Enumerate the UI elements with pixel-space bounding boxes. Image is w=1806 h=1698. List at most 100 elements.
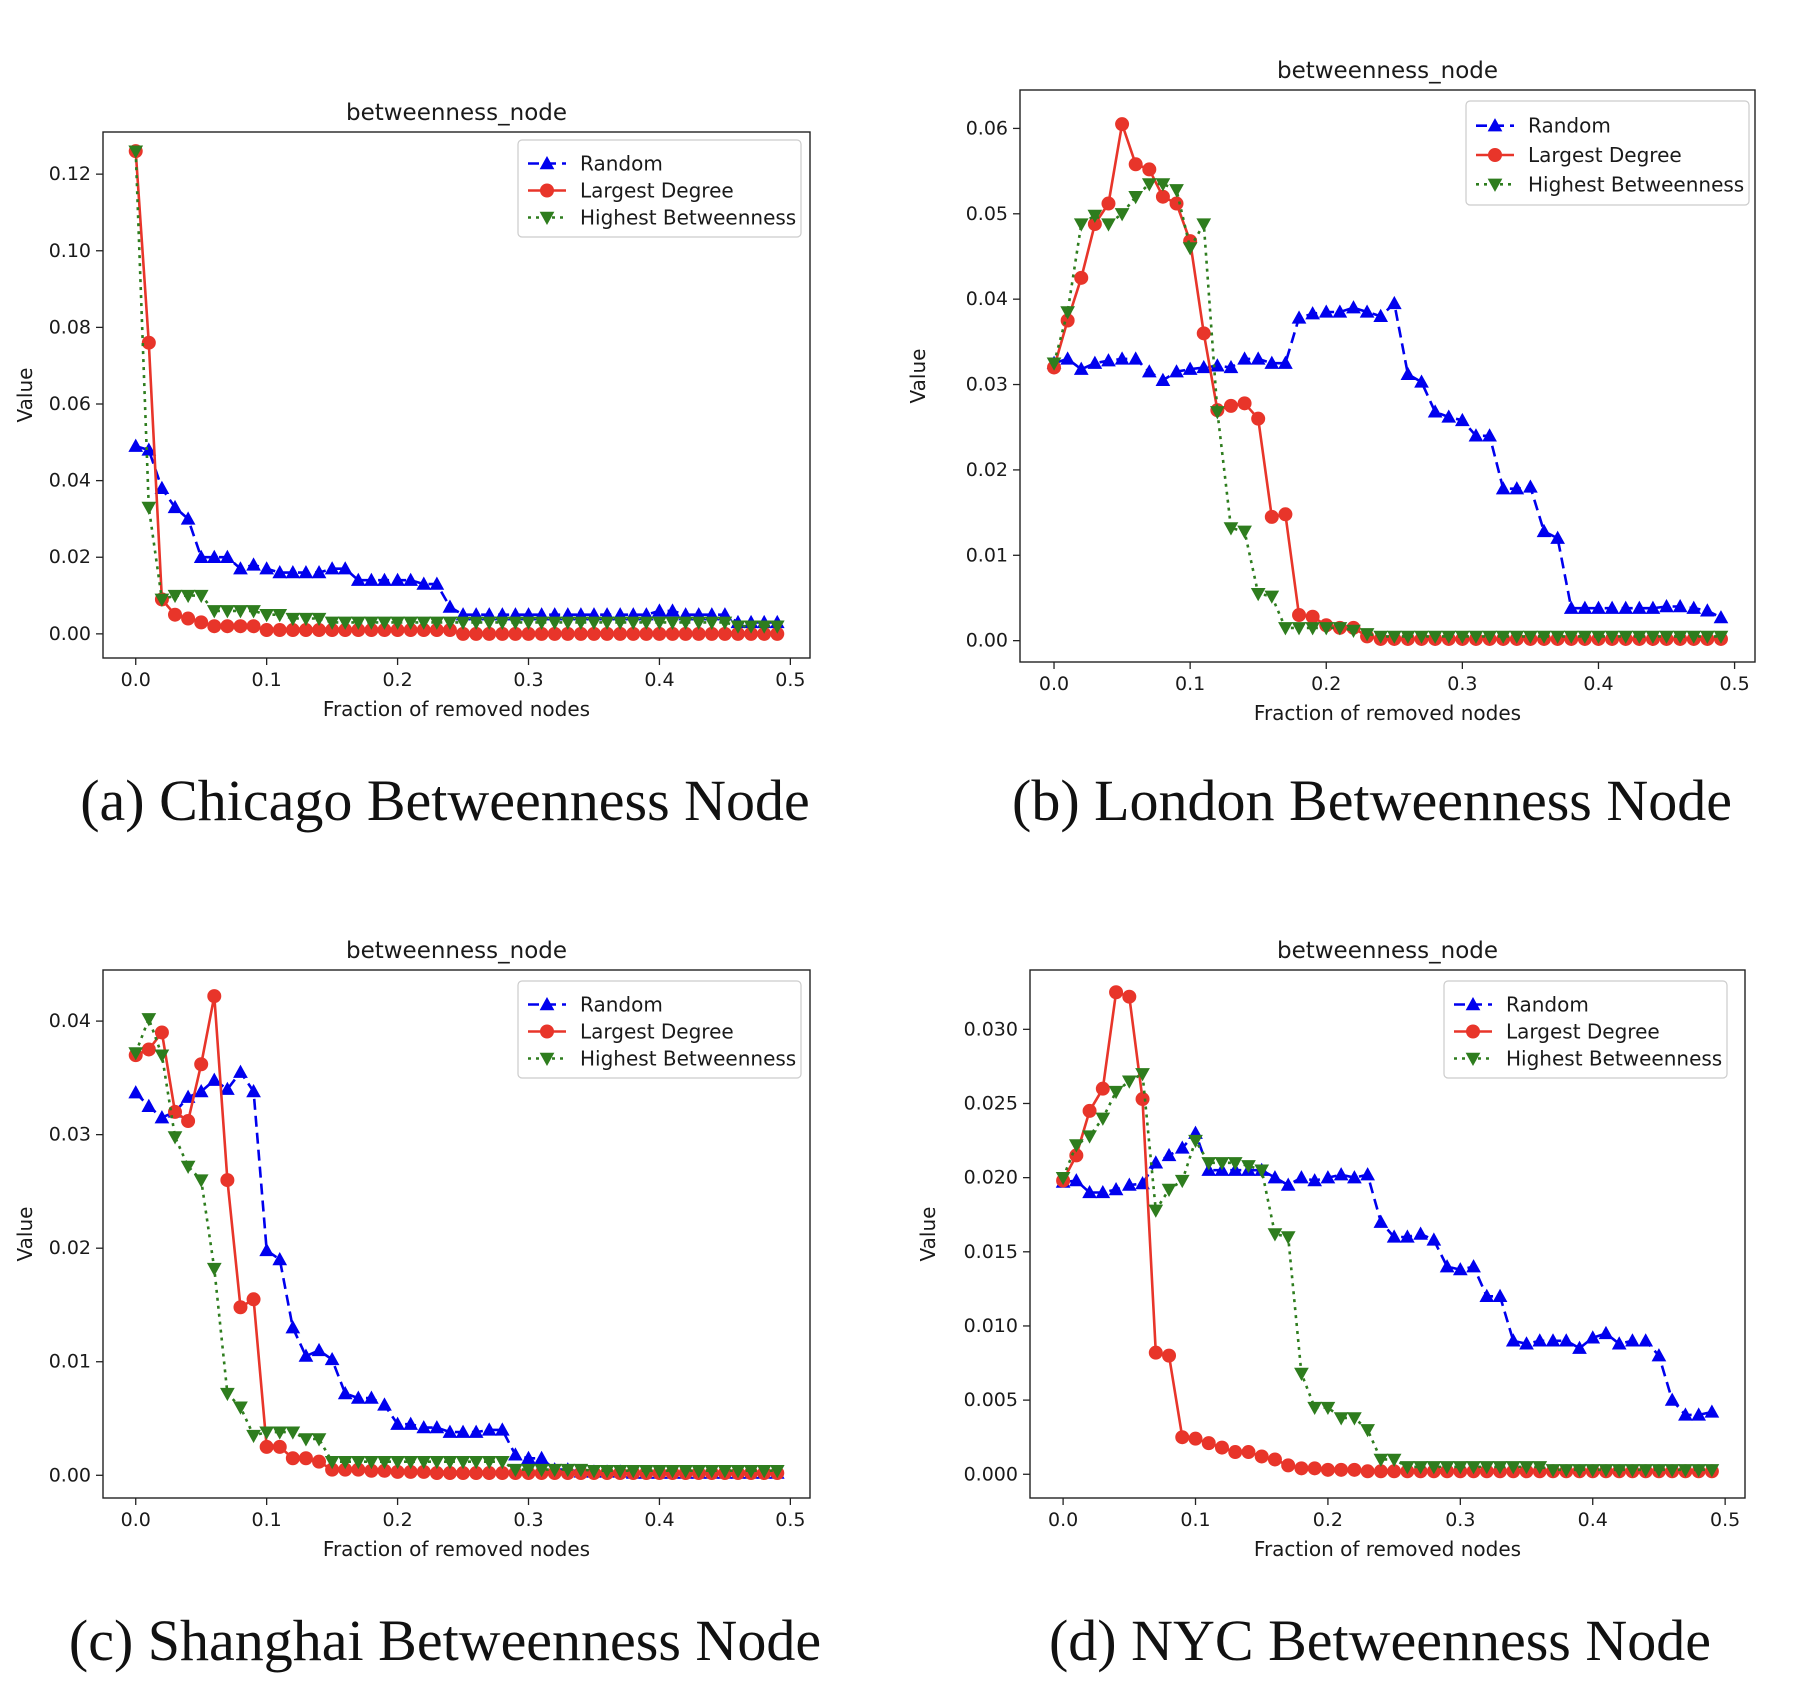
data-point [246,1292,261,1307]
data-point [1651,1348,1667,1362]
data-point [403,616,419,630]
data-point [259,609,275,623]
data-point [1479,1288,1495,1302]
data-point [298,1348,314,1362]
data-point [416,1420,432,1434]
data-point [1347,1462,1362,1477]
data-point [1188,1134,1203,1149]
data-point [1672,630,1688,644]
x-tick-label: 0.0 [1048,1509,1078,1531]
data-point [128,438,144,452]
data-point [1373,1214,1389,1228]
data-point [678,1465,693,1479]
data-point [1182,361,1198,375]
data-point [390,1416,405,1430]
data-point [1645,630,1661,644]
data-point [337,561,353,575]
data-point [1455,630,1470,644]
data-point [1563,600,1579,614]
data-point [194,615,209,630]
y-tick-label: 0.020 [964,1167,1018,1189]
data-point [1492,1288,1508,1302]
data-point [1161,1147,1177,1162]
data-point [1638,1464,1654,1478]
data-point [1305,306,1320,320]
data-point [154,1110,170,1124]
data-point [1713,610,1729,624]
data-point [612,1465,628,1479]
y-tick-label: 0.02 [966,459,1008,481]
data-point [612,616,628,630]
data-point [272,565,288,579]
data-point [272,609,288,623]
data-point [1294,1170,1309,1184]
data-point [390,616,405,630]
data-point [1155,372,1171,386]
data-point [1334,1462,1349,1477]
data-point [521,616,536,630]
y-tick-label: 0.02 [49,546,91,568]
data-point [350,1390,366,1404]
legend-marker [540,1024,554,1039]
data-point [665,1465,680,1479]
data-point [1227,1157,1243,1171]
data-point [1550,630,1565,644]
data-point [1523,630,1538,644]
data-point [1373,1453,1389,1467]
y-tick-label: 0.00 [49,1464,91,1486]
data-point [1700,603,1715,617]
data-point [1278,355,1293,369]
data-point [442,1424,458,1438]
data-point [167,589,183,604]
data-point [1545,1333,1561,1347]
y-axis-label: Value [916,1207,940,1262]
data-point [429,1455,445,1470]
data-point [625,1465,641,1479]
data-point [481,616,497,630]
data-point [377,572,392,586]
data-point [1095,1184,1111,1199]
y-tick-label: 0.06 [966,117,1008,139]
data-point [534,1463,549,1478]
data-point [1558,1464,1574,1478]
data-point [586,616,602,630]
data-point [1452,1262,1468,1276]
legend: Random Largest Degree Highest Betweenness [1465,100,1750,206]
legend-box [517,139,802,238]
chart-title: betweenness_node [346,100,567,126]
data-point [364,616,379,630]
data-point [220,1081,235,1095]
data-point [1585,1330,1601,1344]
data-point [298,612,314,627]
data-point [1280,1231,1296,1245]
data-point [560,1463,576,1478]
y-tick-label: 0.01 [966,544,1008,566]
data-point [1280,1177,1296,1191]
x-tick-label: 0.5 [775,669,805,691]
legend-marker [539,155,555,170]
x-tick-label: 0.1 [252,669,282,691]
figure-caption: (b) London Betweenness Node [1012,768,1732,833]
series-highest-betweenness [128,145,785,634]
data-point [337,1386,353,1400]
series-highest-betweenness [1046,178,1729,644]
data-point [181,611,196,626]
data-point [1713,630,1729,644]
data-point [1223,522,1239,536]
y-tick-label: 0.12 [49,163,91,185]
data-point [1386,630,1402,644]
data-point [311,1342,327,1357]
data-point [1505,1333,1521,1347]
y-tick-label: 0.04 [49,1010,91,1032]
data-point [1545,1464,1561,1478]
data-point [691,1465,707,1479]
data-point [220,605,235,619]
data-point [1346,624,1361,638]
data-point [1532,1461,1548,1475]
legend-label: Highest Betweenness [1528,172,1744,196]
data-point [1291,310,1307,324]
legend-label: Highest Betweenness [580,206,796,230]
data-point [233,1300,248,1315]
data-point [1550,530,1565,544]
